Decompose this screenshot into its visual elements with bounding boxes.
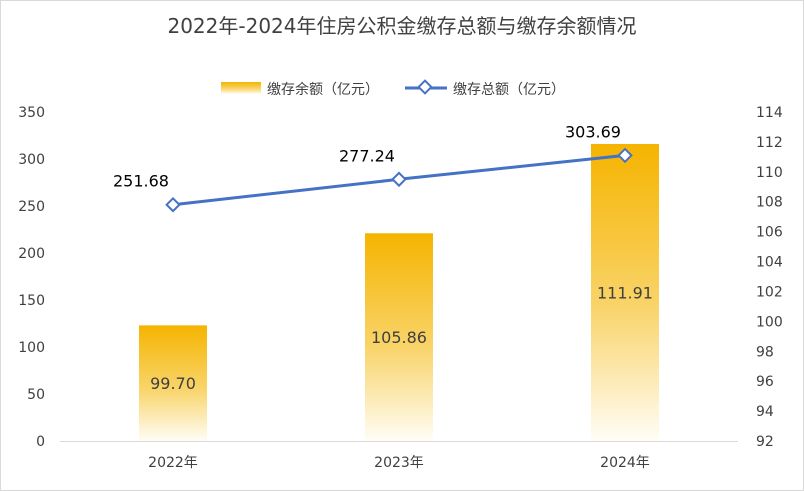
line-point [617,147,633,164]
left-tick-label: 0 [36,434,45,450]
bar [139,325,207,441]
right-tick-label: 104 [756,255,783,271]
right-tick-label: 102 [756,284,783,300]
left-tick-label: 250 [18,199,45,215]
left-tick-label: 100 [18,340,45,356]
legend-line-label: 缴存总额（亿元） [453,82,565,98]
data-labels: 99.70 105.86 111.91 251.68 277.24 303.69 [113,122,653,393]
line-data-label: 277.24 [339,146,395,165]
line-data-label: 251.68 [113,172,169,191]
bar [591,143,659,441]
line-series [165,147,633,213]
x-tick-label: 2024年 [600,455,650,471]
left-axis: 0 50 100 150 200 250 300 350 [18,105,45,450]
line-data-label: 303.69 [565,122,621,141]
left-tick-label: 50 [27,387,45,403]
x-axis: 2022年 2023年 2024年 [60,441,738,471]
legend-bar-label: 缴存余额（亿元） [267,81,379,98]
right-tick-label: 112 [756,135,783,151]
line-point [391,171,407,188]
bar-data-label: 99.70 [150,374,196,393]
right-tick-label: 94 [756,404,774,420]
left-tick-label: 150 [18,293,45,309]
legend-bar-swatch [221,82,261,94]
legend: 缴存余额（亿元） 缴存总额（亿元） [221,79,565,98]
bar-series [139,143,659,441]
legend-line-marker [417,79,433,95]
x-tick-label: 2023年 [374,455,424,471]
right-tick-label: 92 [756,434,774,450]
line-point [165,196,181,213]
x-tick-label: 2022年 [148,455,198,471]
right-tick-label: 100 [756,314,783,330]
left-tick-label: 350 [18,105,45,121]
right-tick-label: 96 [756,374,774,390]
right-tick-label: 108 [756,195,783,211]
left-tick-label: 300 [18,152,45,168]
right-tick-label: 114 [756,105,783,121]
bar-data-label: 105.86 [371,328,427,347]
chart-title: 2022年-2024年住房公积金缴存总额与缴存余额情况 [167,14,636,38]
bar-data-label: 111.91 [597,283,653,302]
right-tick-label: 98 [756,344,774,360]
left-tick-label: 200 [18,246,45,262]
right-axis: 92 94 96 98 100 102 104 106 108 110 112 114 [756,105,783,450]
right-tick-label: 106 [756,225,783,241]
right-tick-label: 110 [756,165,783,181]
bar [365,233,433,441]
